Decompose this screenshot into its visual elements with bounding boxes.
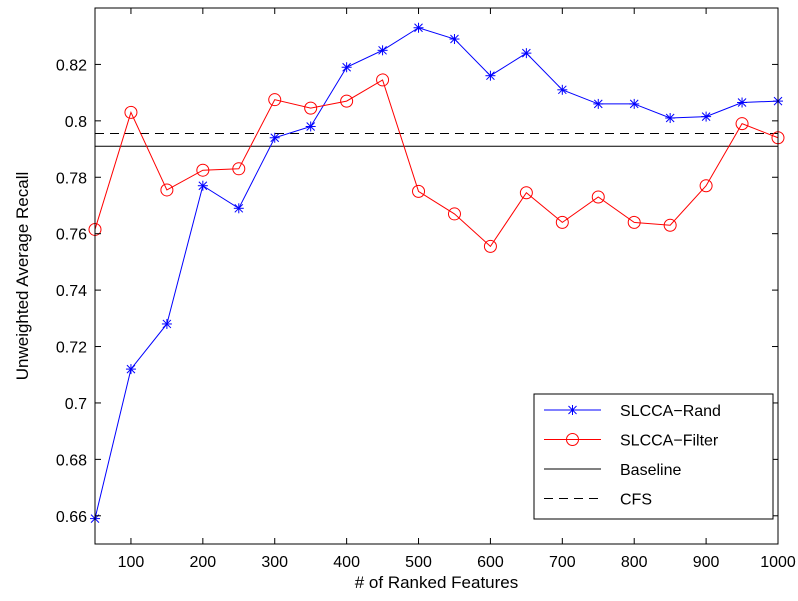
y-axis-title: Unweighted Average Recall bbox=[13, 172, 32, 381]
reference-lines bbox=[95, 133, 778, 147]
asterisk-marker bbox=[485, 70, 496, 81]
x-tick-label: 900 bbox=[693, 554, 720, 571]
asterisk-marker bbox=[665, 113, 676, 124]
asterisk-marker bbox=[125, 364, 136, 375]
asterisk-marker bbox=[701, 111, 712, 122]
legend-entry: SLCCA−Rand bbox=[544, 403, 721, 420]
circle-marker bbox=[412, 184, 426, 198]
legend-box bbox=[533, 393, 774, 520]
asterisk-marker bbox=[629, 98, 640, 109]
circle-marker bbox=[447, 207, 461, 221]
circle-marker bbox=[627, 215, 641, 229]
x-tick-label: 100 bbox=[118, 554, 145, 571]
legend-entry: Baseline bbox=[544, 462, 681, 479]
legend: SLCCA−Rand SLCCA−Filter Baseline CFS bbox=[533, 393, 774, 520]
x-tick-label: 800 bbox=[621, 554, 648, 571]
x-tick-label: 300 bbox=[261, 554, 288, 571]
y-tick-label: 0.68 bbox=[56, 452, 87, 469]
circle-marker bbox=[735, 117, 749, 131]
circle-marker bbox=[699, 179, 713, 193]
circle-marker bbox=[483, 239, 497, 253]
x-tick-label: 600 bbox=[477, 554, 504, 571]
x-axis-title: # of Ranked Features bbox=[355, 573, 518, 592]
asterisk-marker bbox=[449, 34, 460, 45]
circle-marker bbox=[124, 105, 138, 119]
asterisk-marker bbox=[567, 405, 578, 415]
y-tick-label: 0.66 bbox=[56, 509, 87, 526]
legend-label: SLCCA−Filter bbox=[620, 433, 719, 450]
circle-marker bbox=[268, 93, 282, 107]
y-tick-label: 0.7 bbox=[65, 396, 87, 413]
x-tick-label: 1000 bbox=[760, 554, 796, 571]
asterisk-marker bbox=[413, 22, 424, 33]
y-tick-label: 0.82 bbox=[56, 57, 87, 74]
circle-marker bbox=[232, 162, 246, 176]
asterisk-marker bbox=[377, 45, 388, 56]
asterisk-marker bbox=[197, 180, 208, 191]
x-tick-label: 200 bbox=[189, 554, 216, 571]
legend-label: SLCCA−Rand bbox=[620, 403, 721, 420]
plot-frame bbox=[94, 7, 779, 545]
y-tick-label: 0.72 bbox=[56, 340, 87, 357]
y-tick-label: 0.8 bbox=[65, 114, 87, 131]
circle-marker bbox=[340, 94, 354, 108]
series-slcca-rand bbox=[90, 22, 783, 524]
x-tick-label: 500 bbox=[405, 554, 432, 571]
series-layer bbox=[88, 22, 785, 524]
legend-entry: SLCCA−Filter bbox=[544, 433, 719, 450]
circle-marker bbox=[519, 186, 533, 200]
asterisk-marker bbox=[593, 98, 604, 109]
y-tick-label: 0.76 bbox=[56, 227, 87, 244]
circle-marker bbox=[376, 73, 390, 87]
legend-label: Baseline bbox=[620, 462, 681, 479]
asterisk-marker bbox=[521, 48, 532, 59]
legend-entry: CFS bbox=[544, 492, 652, 509]
circle-marker bbox=[555, 215, 569, 229]
asterisk-marker bbox=[305, 121, 316, 132]
circle-marker bbox=[196, 163, 210, 177]
series-line bbox=[94, 27, 779, 519]
y-tick-label: 0.78 bbox=[56, 170, 87, 187]
asterisk-marker bbox=[557, 84, 568, 95]
circle-marker bbox=[160, 183, 174, 197]
asterisk-marker bbox=[737, 97, 748, 108]
asterisk-marker bbox=[269, 132, 280, 143]
circle-marker bbox=[663, 218, 677, 232]
x-tick-label: 400 bbox=[333, 554, 360, 571]
asterisk-marker bbox=[233, 203, 244, 214]
x-tick-label: 700 bbox=[549, 554, 576, 571]
circle-marker bbox=[591, 190, 605, 204]
axis-ticks: 100 200 300 400 500 600 700 800 900 1000 0.66 0.68 0… bbox=[56, 8, 796, 571]
asterisk-marker bbox=[161, 318, 172, 329]
legend-label: CFS bbox=[620, 492, 652, 509]
asterisk-marker bbox=[341, 62, 352, 73]
circle-marker bbox=[566, 433, 579, 446]
y-tick-label: 0.74 bbox=[56, 283, 87, 300]
circle-marker bbox=[304, 101, 318, 115]
